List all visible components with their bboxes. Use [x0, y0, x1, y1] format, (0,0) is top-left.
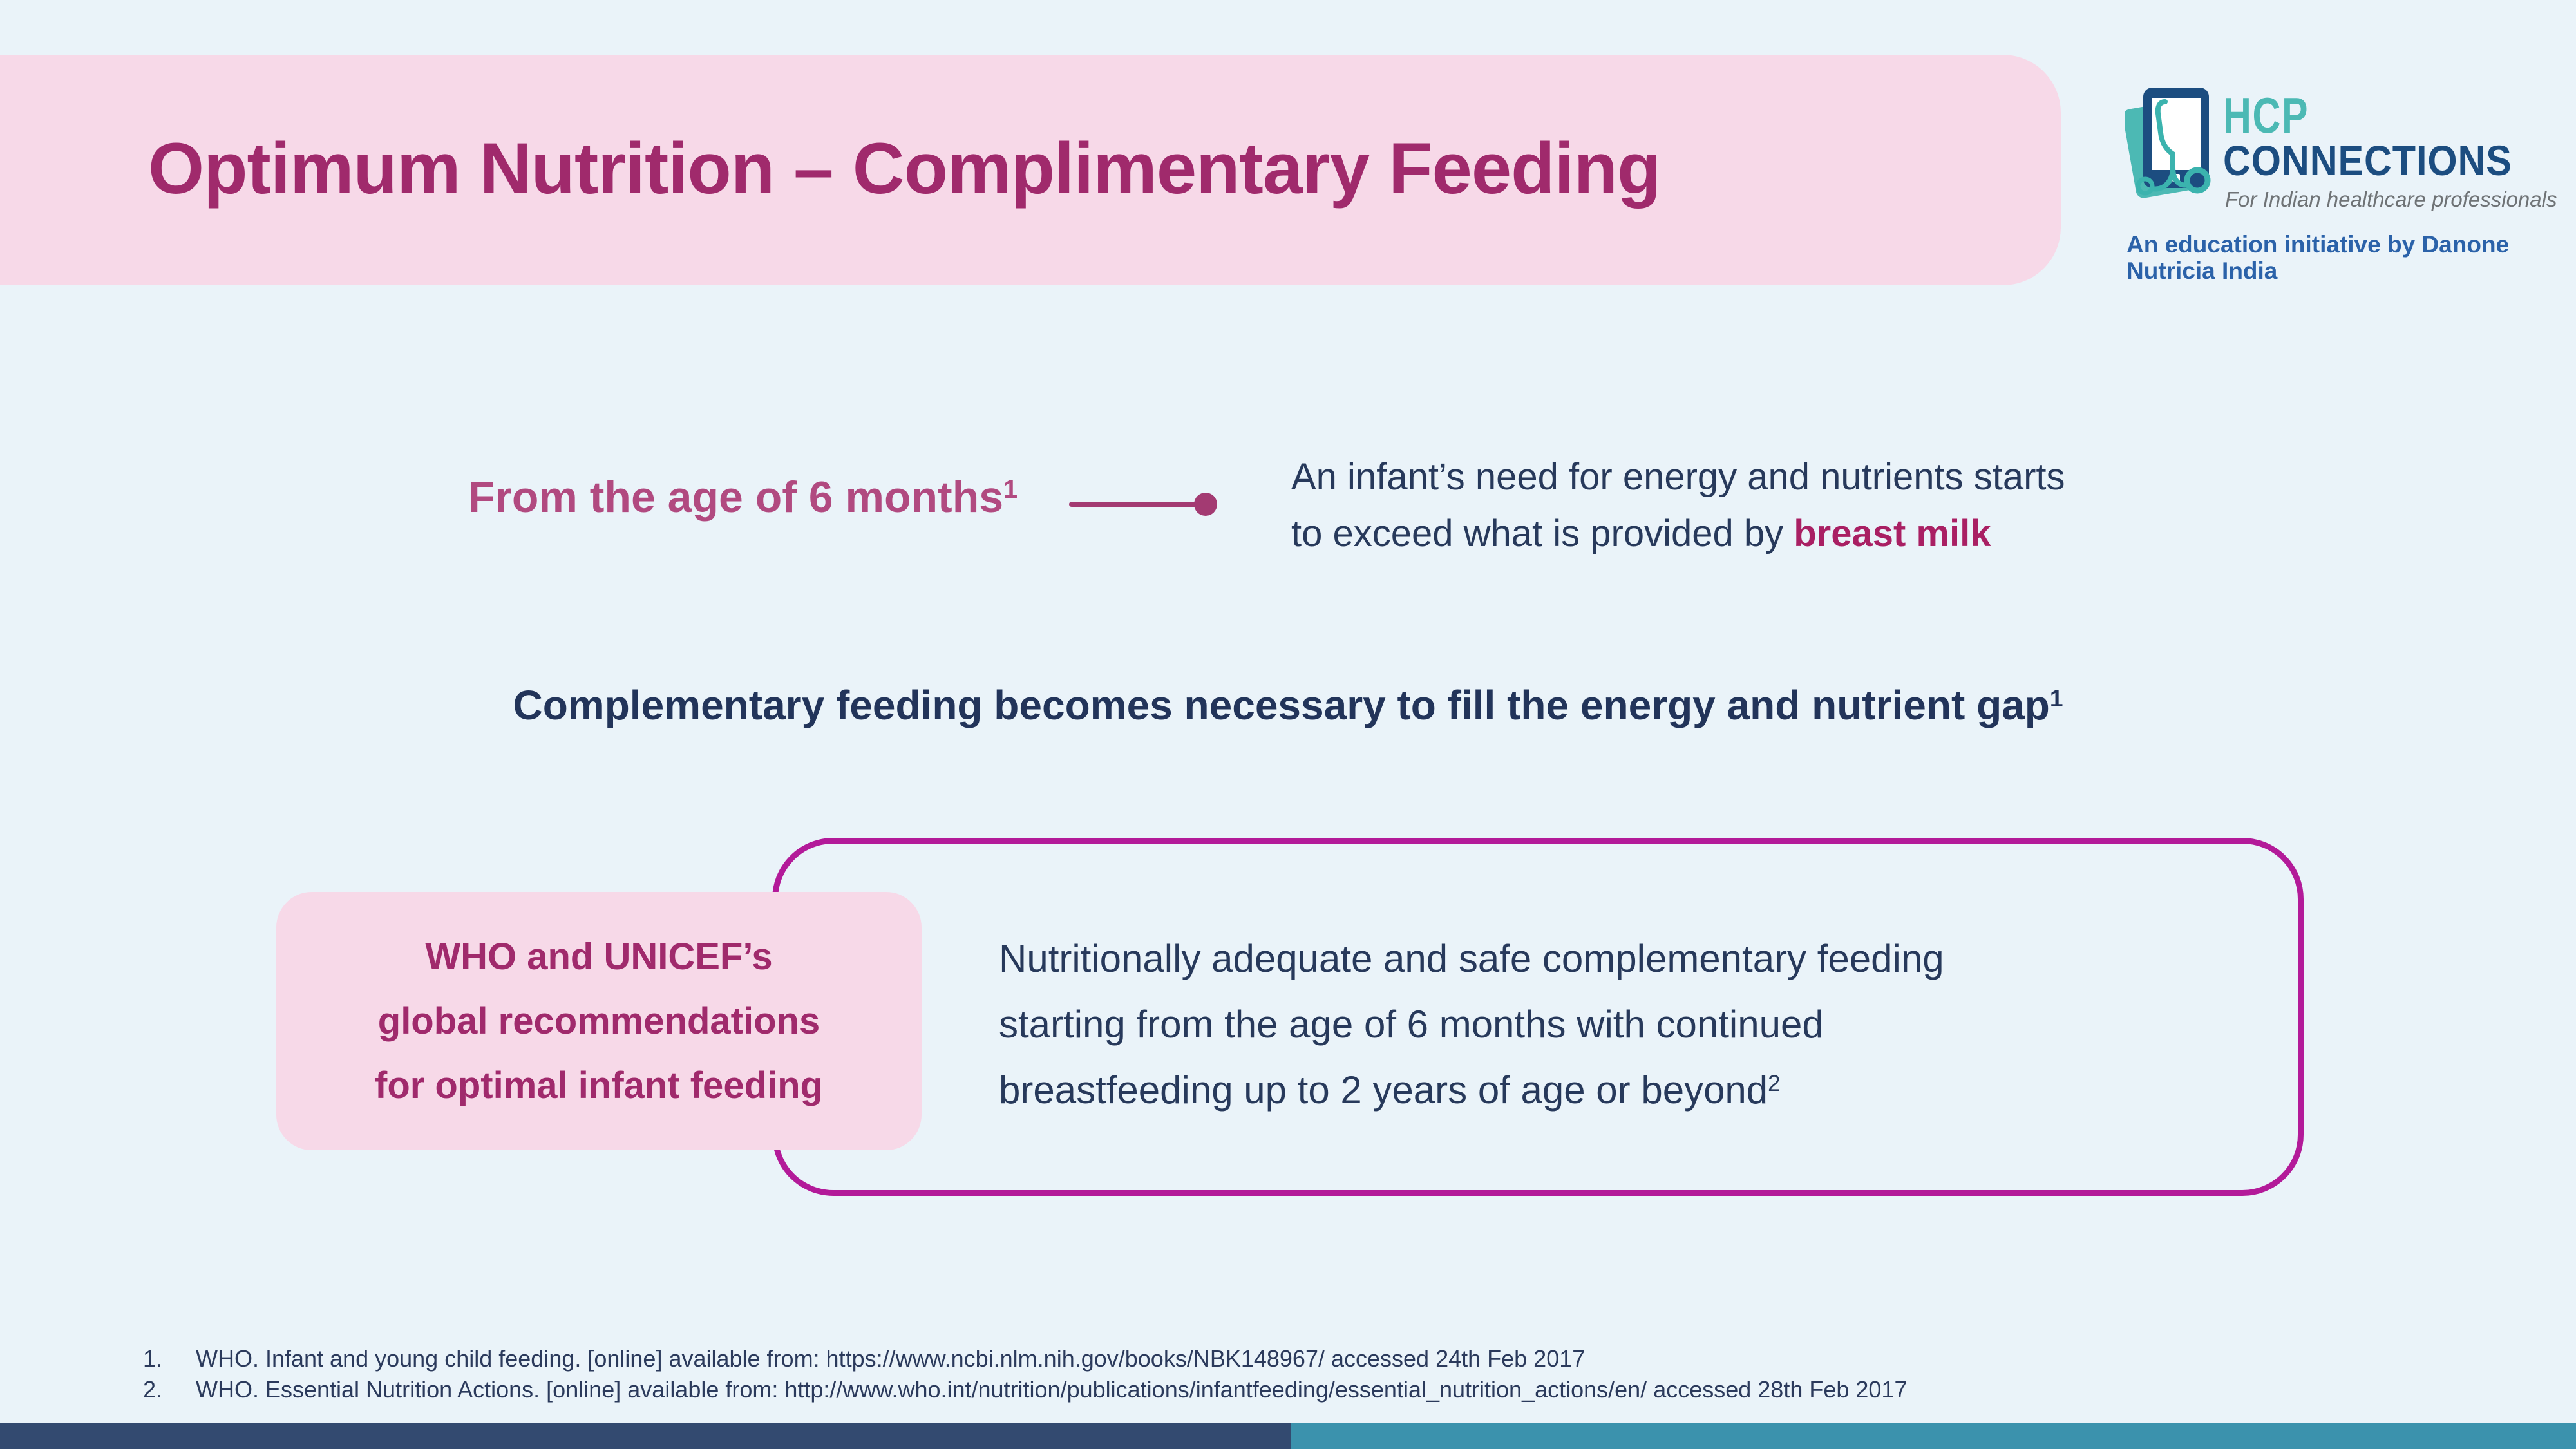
reference-item-2: 2. WHO. Essential Nutrition Actions. [on…: [143, 1374, 2333, 1405]
recommendation-line3-text: breastfeeding up to 2 years of age or be…: [999, 1068, 1768, 1112]
breast-milk-highlight: breast milk: [1794, 513, 1991, 554]
who-label-line1: WHO and UNICEF’s: [425, 935, 773, 978]
infant-need-paragraph: An infant’s need for energy and nutrient…: [1291, 449, 2322, 562]
recommendation-body: Nutritionally adequate and safe compleme…: [999, 926, 2255, 1129]
connector-dot: [1194, 493, 1217, 516]
tablet-stethoscope-icon: [2125, 88, 2211, 198]
recommendation-line1: Nutritionally adequate and safe compleme…: [999, 937, 1944, 980]
from-age-label: From the age of 6 months1: [322, 473, 1018, 522]
who-label-line3: for optimal infant feeding: [375, 1064, 823, 1106]
reference-1-text: WHO. Infant and young child feeding. [on…: [196, 1345, 1586, 1372]
statement-text: Complementary feeding becomes necessary …: [513, 682, 2050, 728]
references: 1. WHO. Infant and young child feeding. …: [143, 1343, 2333, 1405]
infant-need-line2-prefix: to exceed what is provided by: [1291, 513, 1794, 554]
page-title: Optimum Nutrition – Complimentary Feedin…: [148, 128, 1661, 209]
recommendation-line2: starting from the age of 6 months with c…: [999, 1003, 1824, 1046]
footer-bar-teal: [1291, 1423, 2576, 1449]
hcp-connections-logo-icon: [2125, 88, 2211, 198]
reference-item-1: 1. WHO. Infant and young child feeding. …: [143, 1343, 2333, 1374]
who-unicef-label-box: WHO and UNICEF’s global recommendations …: [276, 892, 922, 1150]
infant-need-line2: to exceed what is provided by breast mil…: [1291, 506, 2322, 562]
reference-2-number: 2.: [143, 1376, 163, 1403]
reference-2-text: WHO. Essential Nutrition Actions. [onlin…: [196, 1376, 1908, 1403]
logo-text-connections: CONNECTIONS: [2223, 137, 2512, 184]
infant-need-line1: An infant’s need for energy and nutrient…: [1291, 456, 2065, 498]
recommendation-superscript: 2: [1768, 1070, 1781, 1096]
from-age-superscript: 1: [1003, 475, 1018, 504]
logo-tagline: For Indian healthcare professionals: [2225, 187, 2557, 211]
recommendation-line3: breastfeeding up to 2 years of age or be…: [999, 1057, 2255, 1129]
who-label-line2: global recommendations: [377, 999, 820, 1042]
footer-bar-navy: [0, 1423, 1291, 1449]
header-band: [0, 55, 2061, 285]
logo-initiative-line: An education initiative by Danone Nutric…: [2126, 231, 2510, 284]
statement-superscript: 1: [2049, 684, 2063, 712]
complementary-feeding-statement: Complementary feeding becomes necessary …: [258, 683, 2318, 728]
reference-1-number: 1.: [143, 1345, 163, 1372]
from-age-text: From the age of 6 months: [468, 473, 1004, 522]
connector-line: [1069, 502, 1203, 507]
logo-text-hcp: HCP: [2223, 87, 2309, 144]
